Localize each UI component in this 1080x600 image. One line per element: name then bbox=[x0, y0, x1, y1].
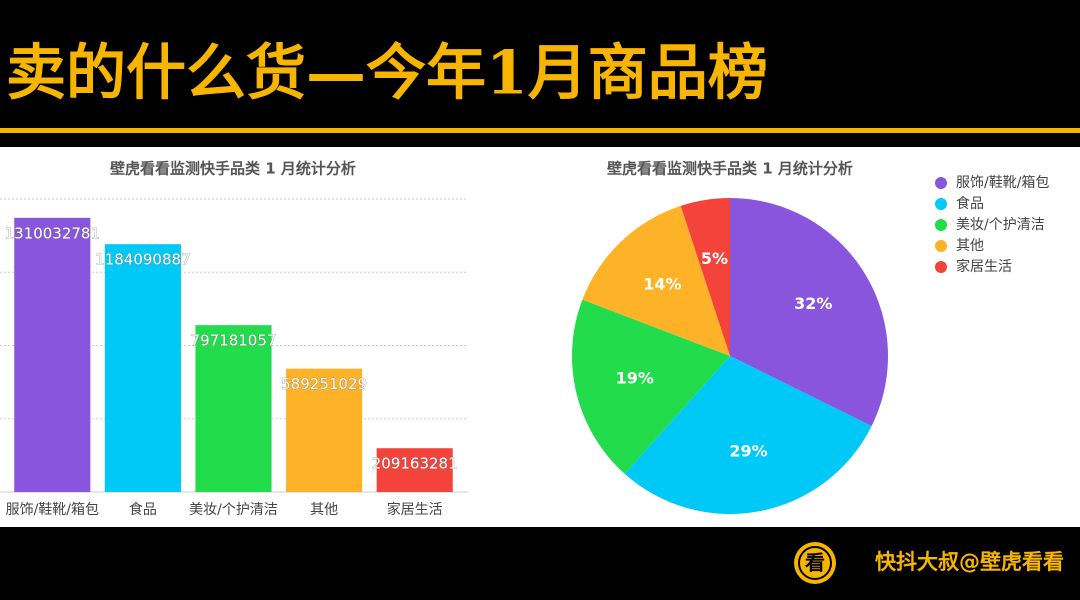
legend-label: 其他 bbox=[956, 238, 984, 254]
data-label: 19% bbox=[616, 369, 654, 388]
bar bbox=[376, 448, 453, 492]
x-tick-label: 其他 bbox=[310, 502, 338, 518]
bar bbox=[286, 368, 363, 492]
footer-logo-badge bbox=[794, 542, 836, 584]
data-label: 589251029 bbox=[281, 375, 367, 393]
footer-logo-ring bbox=[798, 546, 832, 580]
legend-marker bbox=[935, 240, 947, 252]
legend-label: 食品 bbox=[956, 195, 984, 212]
legend-marker bbox=[935, 219, 947, 231]
x-tick-label: 食品 bbox=[129, 501, 157, 518]
pie-slice bbox=[572, 299, 730, 474]
bar bbox=[195, 325, 272, 492]
pie-slice bbox=[624, 356, 872, 514]
footer-logo: 看 bbox=[805, 551, 825, 575]
bar-chart-title: 壁虎看看监测快手品类 1 月统计分析 bbox=[110, 160, 356, 178]
x-tick-label: 家居生活 bbox=[387, 501, 443, 518]
pie-slice bbox=[680, 198, 730, 356]
data-label: 5% bbox=[701, 249, 728, 268]
legend-marker bbox=[935, 177, 947, 189]
legend-label: 美妆/个护清洁 bbox=[956, 217, 1045, 233]
data-label: 29% bbox=[729, 442, 767, 461]
footer-text: 快抖大叔@壁虎看看 bbox=[875, 550, 1064, 574]
bar bbox=[104, 244, 181, 492]
legend-marker bbox=[935, 198, 947, 210]
title-rule bbox=[0, 128, 1080, 133]
pie-slice bbox=[582, 205, 730, 356]
page-title: 卖的什么货—今年1月商品榜 bbox=[6, 39, 768, 109]
data-label: 14% bbox=[643, 275, 681, 294]
pie-slice bbox=[730, 197, 889, 427]
bar bbox=[14, 217, 91, 492]
pie-chart-title: 壁虎看看监测快手品类 1 月统计分析 bbox=[607, 160, 853, 178]
data-label: 209163281 bbox=[372, 455, 458, 473]
x-tick-label: 美妆/个护清洁 bbox=[189, 502, 278, 518]
data-label: 1310032781 bbox=[5, 224, 100, 242]
x-tick-label: 服饰/鞋靴/箱包 bbox=[6, 502, 99, 518]
legend-marker bbox=[935, 261, 947, 273]
legend-label: 家居生活 bbox=[956, 258, 1012, 275]
data-label: 797181057 bbox=[191, 332, 277, 350]
data-label: 1184090887 bbox=[95, 251, 190, 269]
data-label: 32% bbox=[794, 294, 832, 313]
legend-label: 服饰/鞋靴/箱包 bbox=[956, 175, 1049, 191]
